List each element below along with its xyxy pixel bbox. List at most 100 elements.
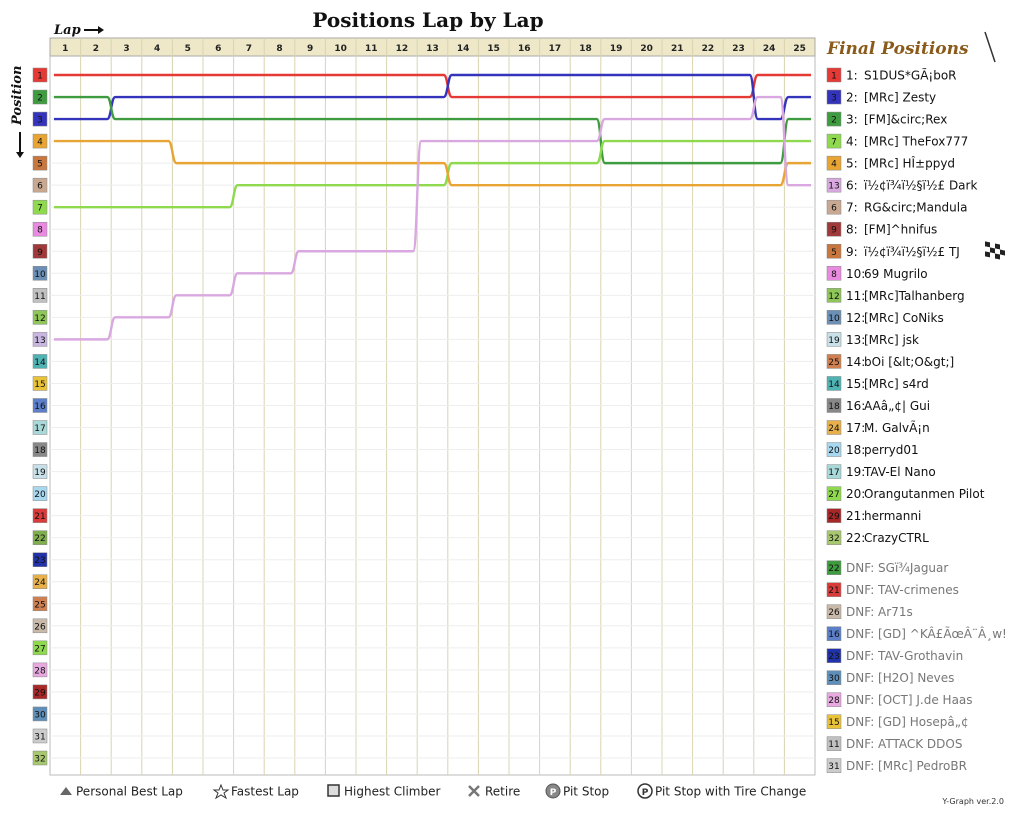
pit-tire-icon [637, 783, 653, 799]
standing-grid-19: 17 [828, 468, 839, 478]
standing-name-16: AAâ„¢| Gui [864, 399, 930, 413]
dnf-name-0: DNF: SGï¾Jaguar [846, 561, 948, 575]
dnf-grid-9: 31 [828, 762, 839, 772]
dnf-grid-badge-0 [826, 560, 842, 575]
position-label-28: 28 [34, 666, 46, 676]
legend-key-pit-outline: P Pit Stop with Tire Change [637, 783, 806, 799]
position-label-18: 18 [34, 446, 46, 456]
triangle-icon [60, 787, 72, 795]
flag-cell [995, 253, 1000, 260]
position-label-24: 24 [34, 578, 46, 588]
standing-grid-18: 20 [828, 446, 840, 456]
dnf-grid-8: 11 [828, 740, 839, 750]
standing-name-8: [FM]^hnifus [864, 223, 937, 237]
position-label-23: 23 [34, 556, 45, 566]
position-badge-28 [32, 662, 48, 678]
standing-grid-badge-1 [826, 67, 842, 83]
dnf-grid-badge-3 [826, 626, 842, 641]
series-line-3 [54, 95, 811, 165]
checkered-flag-icon [984, 31, 1005, 261]
position-badge-16 [32, 398, 48, 413]
dnf-grid-6: 28 [828, 696, 840, 706]
standing-name-3: [FM]&circ;Rex [864, 113, 947, 127]
dnf-name-8: DNF: ATTACK DDOS [846, 737, 962, 751]
position-badge-30 [32, 706, 48, 722]
square-icon [327, 784, 340, 797]
lap-tick-21: 21 [671, 44, 684, 54]
legend-key-label-1: Fastest Lap [231, 785, 299, 799]
standing-grid-badge-12 [826, 310, 842, 325]
position-badge-6 [32, 177, 48, 193]
standing-pos-9: 9: [846, 245, 858, 259]
dnf-grid-2: 26 [828, 608, 840, 618]
x-axis-arrow-head [98, 26, 104, 34]
position-badge-14 [32, 354, 48, 369]
standing-name-18: perryd01 [864, 443, 919, 457]
standing-grid-badge-19 [826, 464, 842, 479]
position-badge-7 [32, 199, 48, 215]
standing-grid-badge-4 [826, 133, 842, 149]
flag-pole [984, 31, 996, 63]
lap-tick-15: 15 [487, 44, 500, 54]
standing-name-6: ï½¢ï¾ï½§ï½£ Dark [863, 179, 977, 193]
standing-grid-13: 19 [828, 336, 840, 346]
flag-cell [985, 246, 990, 253]
dnf-grid-badge-7 [826, 714, 842, 729]
position-badge-21 [32, 508, 48, 523]
standing-grid-badge-8 [826, 221, 842, 237]
lap-tick-7: 7 [246, 44, 252, 54]
position-badge-15 [32, 376, 48, 391]
position-label-13: 13 [34, 336, 45, 346]
standing-name-21: hermanni [864, 509, 921, 523]
standing-name-15: [MRc] s4rd [864, 377, 929, 391]
dnf-grid-1: 21 [828, 586, 839, 596]
position-label-32: 32 [34, 755, 45, 765]
position-badge-12 [32, 310, 48, 325]
standing-grid-6: 13 [828, 182, 839, 192]
position-label-2: 2 [37, 94, 43, 104]
lap-tick-14: 14 [457, 44, 470, 54]
pit-stop-icon-letter: P [550, 788, 557, 798]
dnf-name-3: DNF: [GD] ^KÂ£ÃœÂ¨Â¸w! [846, 626, 1007, 641]
position-badge-18 [32, 442, 48, 457]
standing-name-2: [MRc] Zesty [864, 91, 936, 105]
dnf-grid-4: 23 [828, 652, 839, 662]
dnf-grid-badge-5 [826, 670, 842, 685]
standing-grid-2: 3 [831, 94, 837, 104]
position-label-3: 3 [37, 116, 43, 126]
standing-name-5: [MRc] HÎ±ppyd [864, 156, 955, 171]
standing-grid-badge-14 [826, 354, 842, 369]
standing-grid-15: 14 [828, 380, 840, 390]
lap-tick-8: 8 [276, 44, 282, 54]
standing-pos-14: 14: [846, 355, 865, 369]
standing-grid-4: 7 [831, 138, 837, 148]
standing-grid-badge-5 [826, 155, 842, 171]
position-label-19: 19 [34, 468, 46, 478]
standing-pos-6: 6: [846, 179, 858, 193]
position-label-15: 15 [34, 380, 45, 390]
standing-name-4: [MRc] TheFox777 [864, 135, 968, 149]
standing-grid-20: 27 [828, 490, 839, 500]
position-label-10: 10 [34, 270, 46, 280]
position-badge-3 [32, 111, 48, 127]
y-axis-arrow-head [16, 152, 24, 158]
position-badge-24 [32, 574, 48, 589]
dnf-name-1: DNF: TAV-crimenes [846, 583, 959, 597]
series-line-5 [54, 139, 811, 187]
standing-pos-8: 8: [846, 223, 858, 237]
position-badge-10 [32, 266, 48, 281]
lap-tick-4: 4 [154, 44, 160, 54]
standing-grid-badge-2 [826, 89, 842, 105]
standing-grid-badge-18 [826, 442, 842, 457]
standing-pos-17: 17: [846, 421, 865, 435]
standing-grid-12: 10 [828, 314, 840, 324]
dnf-name-4: DNF: TAV-Grothavin [846, 649, 963, 663]
position-label-22: 22 [34, 534, 45, 544]
lap-tick-19: 19 [610, 44, 623, 54]
standing-name-17: M. GalvÃ¡n [864, 420, 930, 435]
standing-grid-badge-21 [826, 508, 842, 523]
position-badge-1 [32, 67, 48, 83]
x-axis-label: Lap [53, 23, 81, 38]
dnf-grid-badge-4 [826, 648, 842, 663]
